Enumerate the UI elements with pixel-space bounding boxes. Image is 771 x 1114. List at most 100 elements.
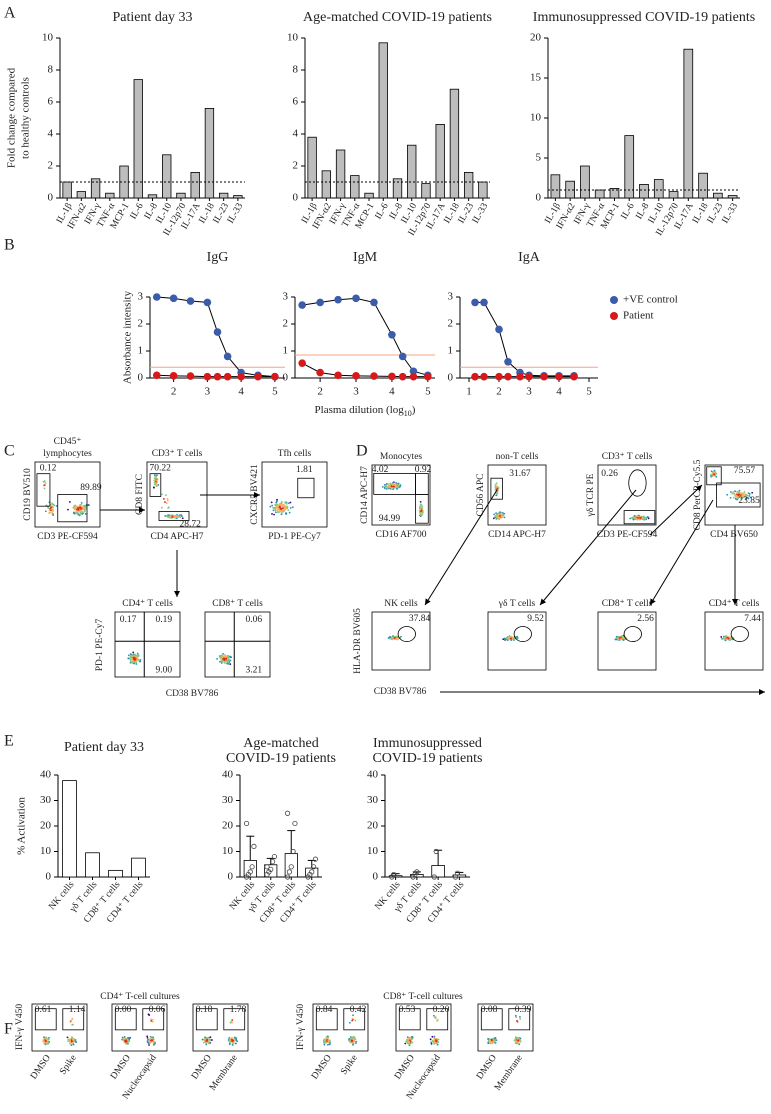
plot-frame bbox=[111, 1003, 168, 1052]
event-dot bbox=[210, 1039, 213, 1041]
event-dot bbox=[723, 638, 726, 641]
gate-value: 0.53 bbox=[399, 1005, 416, 1015]
event-dot bbox=[433, 1039, 436, 1042]
event-dot bbox=[44, 1040, 47, 1043]
event-dot bbox=[152, 1037, 155, 1040]
event-dot bbox=[492, 517, 495, 520]
event-dot bbox=[132, 651, 135, 654]
event-dot bbox=[748, 495, 751, 497]
event-dot bbox=[72, 1039, 75, 1042]
event-dot bbox=[351, 1019, 354, 1022]
event-dot bbox=[74, 511, 77, 514]
chart-title: IgM bbox=[353, 250, 378, 265]
y-tick-label: 20 bbox=[367, 820, 379, 832]
event-dot bbox=[740, 496, 742, 499]
y-tick-label: 20 bbox=[222, 820, 234, 832]
x-tick-label: 1 bbox=[466, 386, 472, 398]
bar bbox=[108, 869, 123, 878]
plot-title: CD8⁺ T cells bbox=[602, 599, 653, 609]
event-dot bbox=[222, 658, 224, 661]
event-dot bbox=[129, 1036, 131, 1039]
event-dot bbox=[55, 505, 58, 507]
gate bbox=[716, 482, 761, 508]
event-dot bbox=[271, 504, 274, 507]
event-dot bbox=[437, 1038, 440, 1041]
y-axis-label: IFN-γ V450 bbox=[15, 1004, 25, 1050]
gate-value: 0.18 bbox=[196, 1005, 213, 1015]
gate bbox=[158, 510, 190, 521]
event-dot bbox=[327, 1041, 330, 1043]
event-dot bbox=[146, 1035, 149, 1038]
event-dot bbox=[73, 512, 75, 514]
event-dot bbox=[167, 507, 169, 509]
y-tick-label: 4 bbox=[293, 128, 299, 140]
event-dot bbox=[329, 1041, 331, 1044]
data-point bbox=[495, 372, 503, 381]
event-dot bbox=[730, 491, 732, 493]
event-dot bbox=[497, 515, 499, 518]
y-tick-label: 2 bbox=[48, 160, 54, 172]
event-dot bbox=[75, 507, 77, 509]
event-dot bbox=[164, 515, 167, 517]
event-dot bbox=[138, 660, 141, 663]
event-dot bbox=[749, 496, 752, 499]
x-tick-label: 2 bbox=[317, 386, 323, 398]
gate-value: 0.61 bbox=[35, 1005, 52, 1015]
data-point bbox=[213, 328, 222, 336]
x-tick-label: 2 bbox=[496, 386, 502, 398]
data-point bbox=[186, 297, 195, 305]
event-dot bbox=[746, 496, 749, 499]
event-dot bbox=[348, 1021, 351, 1024]
x-tick-label: 4 bbox=[238, 386, 244, 398]
y-tick-label: 40 bbox=[367, 769, 379, 781]
event-dot bbox=[220, 662, 223, 664]
event-dot bbox=[503, 516, 506, 519]
event-dot bbox=[436, 1020, 438, 1022]
event-dot bbox=[501, 512, 504, 514]
event-dot bbox=[381, 485, 384, 488]
event-dot bbox=[48, 1037, 50, 1039]
event-dot bbox=[419, 500, 422, 503]
event-dot bbox=[740, 492, 743, 495]
event-dot bbox=[129, 658, 132, 660]
y-tick-label: 0 bbox=[228, 871, 234, 883]
data-point bbox=[352, 294, 360, 303]
legend-label: Patient bbox=[623, 310, 654, 322]
event-dot bbox=[235, 1039, 238, 1042]
event-dot bbox=[166, 499, 169, 502]
event-dot bbox=[407, 1042, 410, 1045]
event-dot bbox=[223, 661, 226, 664]
event-dot bbox=[504, 638, 507, 641]
chart-title: COVID-19 patients bbox=[372, 751, 482, 766]
x-tick-label: 3 bbox=[353, 386, 359, 398]
y-tick-label: 3 bbox=[283, 291, 289, 303]
event-dot bbox=[127, 1042, 129, 1045]
y-tick-label: 5 bbox=[536, 152, 542, 164]
event-dot bbox=[166, 497, 169, 500]
event-dot bbox=[219, 656, 221, 658]
event-dot bbox=[127, 1036, 130, 1039]
y-tick-label: 40 bbox=[40, 769, 52, 781]
event-dot bbox=[720, 636, 723, 638]
event-dot bbox=[518, 1043, 521, 1046]
y-tick-label: 0 bbox=[48, 192, 54, 204]
event-dot bbox=[421, 507, 424, 509]
y-axis-label: CXCR5 BV421 bbox=[250, 464, 260, 525]
bar bbox=[435, 124, 445, 199]
event-dot bbox=[408, 1041, 411, 1043]
y-tick-label: 0 bbox=[536, 192, 542, 204]
event-dot bbox=[724, 635, 727, 638]
event-dot bbox=[75, 505, 77, 508]
event-dot bbox=[71, 1017, 74, 1020]
gate-value: 1.81 bbox=[296, 465, 313, 475]
gate-value: 0.19 bbox=[155, 615, 172, 625]
event-dot bbox=[66, 1036, 69, 1039]
y-tick-label: 6 bbox=[293, 96, 299, 108]
event-dot bbox=[69, 1040, 72, 1043]
event-dot bbox=[435, 1017, 437, 1020]
event-dot bbox=[68, 501, 71, 503]
event-dot bbox=[153, 1042, 156, 1045]
data-point bbox=[152, 371, 161, 380]
event-dot bbox=[386, 483, 389, 485]
event-dot bbox=[395, 481, 398, 484]
